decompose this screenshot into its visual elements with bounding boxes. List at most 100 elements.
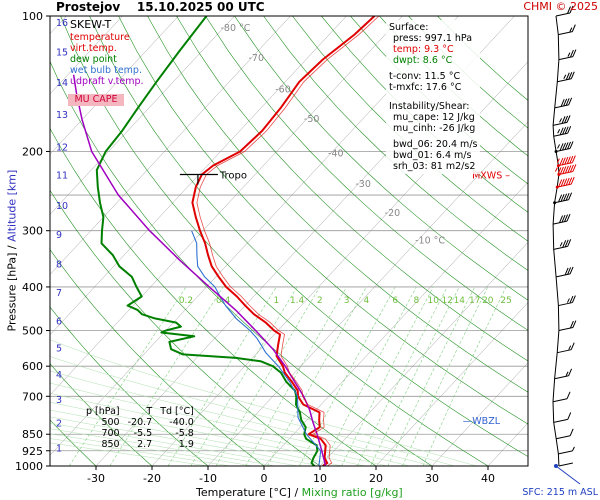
altitude-km-label: 2 [56, 418, 62, 429]
moist-adiabat-line [50, 416, 321, 466]
moist-adiabat-line [50, 393, 388, 466]
dry-adiabat-line [50, 189, 321, 466]
wind-barb [558, 446, 575, 455]
x-tick-label: 30 [425, 472, 439, 485]
wind-barb [553, 192, 573, 205]
isotherm-line [431, 362, 528, 466]
x-tick-label: 0 [261, 472, 268, 485]
wind-barb-feather [566, 213, 571, 222]
mixing-ratio-line [341, 286, 434, 466]
x-axis-label: Temperature [°C] [196, 486, 291, 499]
x-tick-label: -30 [87, 472, 105, 485]
station-name: Prostejov [56, 0, 121, 14]
wind-barb-feather [562, 142, 567, 151]
mixing-ratio-label: 1.4 [290, 296, 305, 306]
mixing-ratio-line [190, 286, 298, 466]
wind-barb-feather [567, 141, 572, 150]
wind-barb-feather [564, 115, 569, 124]
isotherm-line [50, 16, 347, 336]
wind-barb-half [568, 345, 572, 350]
wbzl-label: —WBZL [463, 416, 501, 427]
table-row: 500 -20.7 -40.0 [82, 417, 198, 428]
surface-altitude-label: SFC: 215 m ASL [522, 487, 598, 498]
mu-cinh-value: mu_cinh: -26 J/kg [393, 123, 476, 134]
isotherm-line [151, 61, 528, 466]
wind-barb-feather [563, 178, 568, 186]
wind-barb-feather [569, 5, 574, 14]
wind-barb-half [565, 371, 569, 377]
y-tick-label: 850 [22, 428, 43, 441]
altitude-km-label: 9 [56, 230, 62, 241]
mixing-ratio-label: 17 [469, 296, 480, 306]
dry-adiabat-line [205, 16, 528, 331]
wind-barb-feather [569, 428, 574, 436]
x-tick-label: 20 [369, 472, 383, 485]
isotherm-label: -40 [328, 148, 344, 159]
altitude-axis-label: Altitude [km] [5, 169, 19, 242]
y-tick-label: 100 [22, 10, 43, 23]
wind-barb-shaft [558, 462, 573, 467]
wind-barb-feather [567, 6, 571, 14]
mixing-ratio-label: 25 [500, 296, 511, 306]
isotherm-line [50, 16, 403, 396]
altitude-km-label: 16 [56, 18, 68, 29]
wind-barb-feather [559, 157, 564, 166]
y-tick-label: 300 [22, 225, 43, 238]
wind-barb-dot [557, 172, 561, 176]
mixing-ratio-label: 0.2 [179, 296, 193, 306]
wind-barb-feather [559, 127, 564, 135]
wind-barb-dot [554, 149, 558, 153]
wind-barb [558, 24, 576, 36]
wind-barb [553, 412, 572, 423]
wind-barb-feather [567, 239, 572, 247]
wind-barb-feather [562, 127, 567, 135]
altitude-km-label: 13 [56, 110, 68, 121]
wind-barb-feather [568, 368, 573, 376]
table-cell: -20.7 [127, 417, 153, 428]
altitude-km-label: 15 [56, 48, 68, 59]
wind-barb-dot [556, 164, 560, 168]
mixing-ratio-line [422, 286, 507, 466]
mixing-ratio-label: 12 [442, 296, 453, 306]
wind-barbs [552, 5, 581, 485]
wind-barb [553, 126, 572, 137]
table-cell: 500 [101, 417, 120, 428]
x-tick-label: 40 [481, 472, 495, 485]
wind-barb-feather [569, 295, 574, 304]
wind-barb-feather [568, 97, 573, 106]
wind-barb-feather [568, 177, 573, 185]
wind-barb-feather [566, 156, 571, 164]
mixing-ratio-label: 10 [428, 296, 440, 306]
wind-barb [558, 295, 576, 307]
wind-barb-feather [563, 98, 568, 107]
wind-barb-shaft [557, 349, 572, 354]
wind-barb [557, 342, 575, 354]
wind-barb-shaft [558, 450, 573, 455]
wind-barb-feather [569, 155, 574, 164]
moist-adiabat-line [50, 409, 343, 466]
altitude-km-label: 4 [56, 370, 62, 381]
wind-barb-feather [566, 391, 571, 399]
level-table: p [hPa] T Td [°C] 500 -20.7 -40.0 700 -5… [82, 406, 198, 450]
altitude-km-label: 1 [56, 444, 62, 455]
srh-03-value: srh_03: 81 m2/s2 [393, 161, 476, 172]
profile-temperature [191, 16, 376, 466]
mixing-ratio-label: 8 [414, 296, 420, 306]
wind-barb [552, 213, 571, 225]
wind-barb [558, 320, 577, 332]
x-axis-separator: / [294, 486, 299, 499]
table-cell: 2.7 [137, 439, 153, 450]
wind-barb-feather [564, 214, 569, 222]
wind-barb [555, 266, 574, 278]
isotherm-line [50, 16, 235, 215]
table-row: 700 -5.5 -5.8 [82, 428, 198, 439]
mixing-ratio-label: 2 [317, 296, 323, 306]
isotherm-line [319, 241, 528, 466]
dry-adiabat-line [321, 16, 528, 213]
wind-barb-feather [569, 266, 574, 275]
legend-dew-point: dew point [70, 54, 117, 65]
x-tick-label: 10 [313, 472, 327, 485]
wind-barb-feather [564, 267, 569, 276]
wind-barb-feather [560, 99, 565, 107]
surface-press: press: 997.1 hPa [393, 33, 473, 44]
